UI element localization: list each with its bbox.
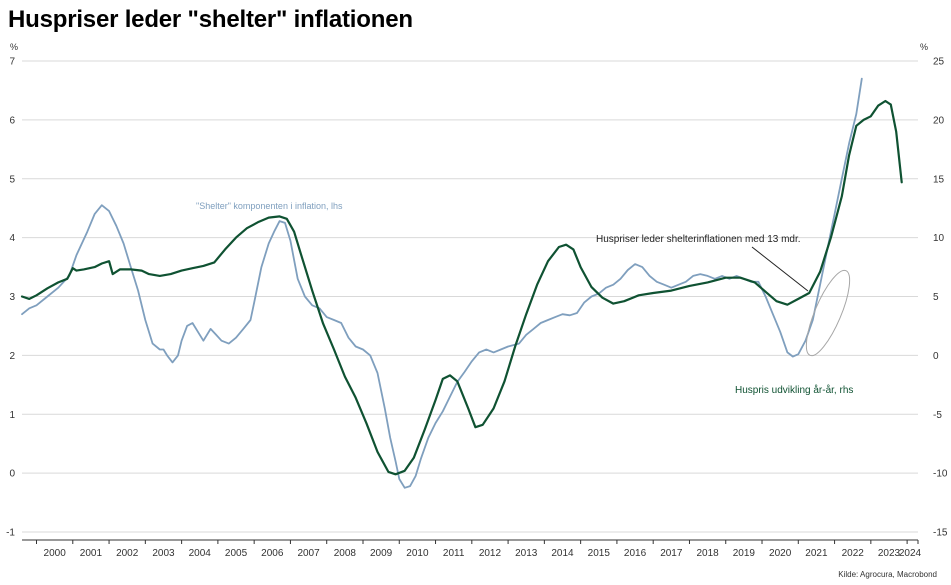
callout-text: Huspriser leder shelterinflationen med 1…	[596, 234, 801, 245]
shelter-series-line	[21, 77, 863, 489]
right-tick-label: 10	[933, 233, 945, 244]
huspris-series-label: Huspris udvikling år-år, rhs	[735, 384, 853, 396]
right-tick-label: 5	[933, 292, 939, 303]
x-tick-label: 2008	[334, 548, 357, 559]
left-tick-label: 0	[9, 469, 15, 480]
left-tick-label: 6	[9, 115, 15, 126]
x-axis-ticks: 2000 2001 2002 2003 2004 2005 2006 2007 2008 2009…	[36, 540, 922, 559]
x-tick-label: 2007	[297, 548, 320, 559]
x-tick-label: 2022	[842, 548, 865, 559]
highlight-ellipse	[805, 269, 851, 357]
chart-title: Huspriser leder "shelter" inflationen	[8, 6, 413, 33]
right-tick-label: -10	[933, 469, 948, 480]
right-tick-label: 15	[933, 174, 945, 185]
x-tick-label: 2015	[588, 548, 611, 559]
x-tick-label: 2006	[261, 548, 284, 559]
shelter-series-label: "Shelter" komponenten i inflation, lhs	[196, 201, 343, 211]
annotations: Huspriser leder shelterinflationen med 1…	[196, 201, 853, 396]
right-tick-label: -5	[933, 410, 942, 421]
left-axis-unit: %	[10, 42, 18, 52]
right-tick-label: -15	[933, 528, 948, 539]
x-tick-label: 2001	[80, 548, 103, 559]
x-tick-label: 2000	[44, 548, 67, 559]
x-tick-label: 2010	[406, 548, 429, 559]
x-tick-label: 2018	[696, 548, 719, 559]
x-tick-label: 2019	[733, 548, 756, 559]
x-tick-label: 2017	[660, 548, 683, 559]
x-tick-label: 2021	[805, 548, 828, 559]
x-tick-label: 2004	[189, 548, 212, 559]
x-tick-label: 2002	[116, 548, 139, 559]
x-tick-label: 2005	[225, 548, 248, 559]
source-note: Kilde: Agrocura, Macrobond	[838, 570, 937, 579]
gridlines	[22, 60, 918, 533]
right-tick-label: 25	[933, 57, 945, 68]
x-tick-label: 2012	[479, 548, 502, 559]
x-tick-label: 2023	[878, 548, 901, 559]
left-tick-label: 4	[9, 233, 15, 244]
left-tick-label: 2	[9, 351, 15, 362]
huspris-series-line	[20, 99, 903, 476]
x-tick-label: 2003	[152, 548, 175, 559]
right-tick-label: 0	[933, 351, 939, 362]
right-axis-unit: %	[920, 42, 928, 52]
left-tick-label: 5	[9, 174, 15, 185]
x-tick-label: 2016	[624, 548, 647, 559]
x-tick-label: 2024	[899, 548, 922, 559]
x-tick-label: 2014	[551, 548, 574, 559]
x-tick-label: 2013	[515, 548, 538, 559]
x-tick-label: 2020	[769, 548, 792, 559]
left-tick-label: -1	[6, 528, 15, 539]
x-tick-label: 2011	[443, 548, 465, 559]
left-tick-label: 3	[9, 292, 15, 303]
x-tick-label: 2009	[370, 548, 393, 559]
series-lines	[20, 77, 903, 489]
right-tick-label: 20	[933, 115, 945, 126]
callout-leader-line	[751, 246, 809, 292]
left-tick-label: 7	[9, 57, 15, 68]
left-tick-label: 1	[9, 410, 15, 421]
